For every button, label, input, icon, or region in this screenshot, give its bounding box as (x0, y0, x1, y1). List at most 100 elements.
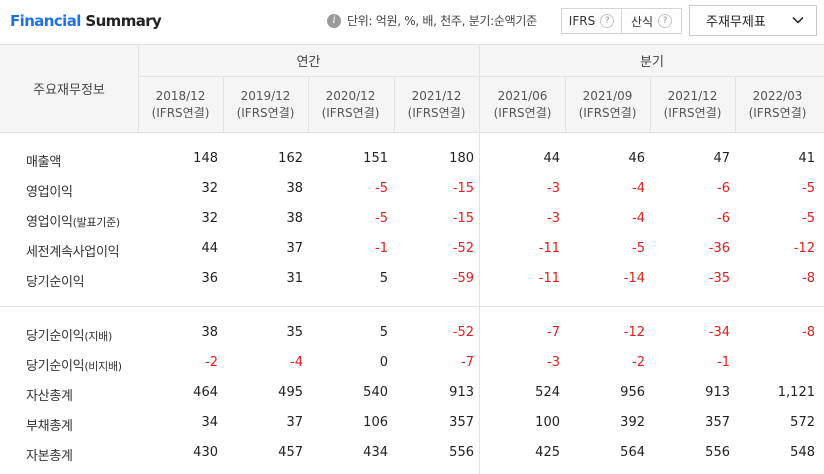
divider (138, 44, 139, 132)
table-cell: 38 (201, 325, 218, 340)
table-cell: 524 (535, 385, 560, 400)
row-label: 자본총계 (26, 445, 73, 464)
table-cell: -4 (290, 355, 303, 370)
table-cell: -7 (547, 325, 560, 340)
ifrs-toggle-button[interactable]: IFRS ? (562, 9, 621, 33)
table-cell: 430 (193, 445, 218, 460)
table-cell: 572 (790, 415, 815, 430)
formula-toggle-button[interactable]: 산식 ? (621, 9, 681, 33)
table-cell: 357 (705, 415, 730, 430)
table-cell: -6 (717, 181, 730, 196)
table-cell: 5 (379, 271, 388, 286)
table-cell: 162 (278, 151, 303, 166)
row-label: 영업이익 (26, 181, 73, 200)
table-cell: -35 (708, 271, 730, 286)
table-cell: 41 (798, 151, 815, 166)
financial-summary-table: 주요재무정보 연간 분기 2018/12 (IFRS연결) 2019/12 (IFRS… (0, 44, 824, 474)
column-period: 2020/12 (325, 89, 376, 103)
table-cell: -3 (547, 355, 560, 370)
column-header: 2022/03 (IFRS연결) (735, 76, 820, 132)
table-cell: 38 (286, 181, 303, 196)
table-cell: -5 (375, 211, 388, 226)
column-period: 2022/03 (752, 89, 803, 103)
table-cell: 31 (286, 271, 303, 286)
column-header: 2021/06 (IFRS연결) (480, 76, 565, 132)
divider (0, 44, 824, 45)
table-cell: 1,121 (777, 385, 815, 400)
table-cell: 913 (705, 385, 730, 400)
table-cell: 357 (449, 415, 474, 430)
column-period: 2021/09 (582, 89, 633, 103)
divider (0, 132, 824, 133)
row-label: 부채총계 (26, 415, 73, 434)
table-cell: 913 (449, 385, 474, 400)
table-cell: 46 (628, 151, 645, 166)
column-basis: (IFRS연결) (151, 106, 210, 120)
group-header-annual: 연간 (296, 54, 321, 70)
table-cell: 556 (705, 445, 730, 460)
row-label: 매출액 (26, 151, 61, 170)
divider (735, 76, 736, 132)
row-label-text: 당기순이익 (26, 275, 85, 290)
table-cell: -1 (717, 355, 730, 370)
table-cell: -8 (802, 271, 815, 286)
column-period: 2021/12 (667, 89, 718, 103)
column-header: 2021/12 (IFRS연결) (394, 76, 479, 132)
row-label: 자산총계 (26, 385, 73, 404)
column-period: 2018/12 (155, 89, 206, 103)
title-part1: Financial (10, 12, 81, 30)
row-label-text: 세전계속사업이익 (26, 245, 120, 260)
table-cell: 32 (201, 181, 218, 196)
divider (650, 76, 651, 132)
table-cell: -15 (452, 181, 474, 196)
row-label-text: 부채총계 (26, 419, 73, 434)
top-bar: Financial Summary i 단위: 억원, %, 배, 천주, 분기… (0, 0, 824, 44)
unit-text: 단위: 억원, %, 배, 천주, 분기:순액기준 (347, 14, 537, 28)
first-column-header: 주요재무정보 (33, 82, 105, 98)
table-cell: -3 (547, 181, 560, 196)
table-cell: -4 (632, 211, 645, 226)
column-basis: (IFRS연결) (493, 106, 552, 120)
table-cell: 106 (363, 415, 388, 430)
table-cell: -59 (452, 271, 474, 286)
column-basis: (IFRS연결) (236, 106, 295, 120)
statement-type-dropdown[interactable]: 주재무제표 (689, 5, 817, 36)
divider (138, 76, 824, 77)
formula-label: 산식 (630, 14, 654, 29)
table-cell: -52 (452, 241, 474, 256)
table-cell: -6 (717, 211, 730, 226)
column-header: 2021/12 (IFRS연결) (650, 76, 735, 132)
table-cell: 32 (201, 211, 218, 226)
table-cell: 0 (379, 355, 388, 370)
row-label: 세전계속사업이익 (26, 241, 120, 260)
table-cell: 464 (193, 385, 218, 400)
help-icon[interactable]: ? (658, 14, 673, 28)
table-cell: -2 (205, 355, 218, 370)
title-part2: Summary (85, 12, 162, 30)
table-cell: -11 (538, 271, 560, 286)
row-label: 당기순이익(비지배) (26, 355, 122, 374)
table-cell: 35 (286, 325, 303, 340)
table-cell: 556 (449, 445, 474, 460)
divider (394, 76, 395, 132)
row-label-text: 자본총계 (26, 449, 73, 464)
table-cell: -34 (708, 325, 730, 340)
help-icon[interactable]: ? (600, 14, 615, 28)
table-cell: 457 (278, 445, 303, 460)
info-icon[interactable]: i (327, 13, 341, 28)
section-title: Financial Summary (10, 12, 162, 30)
table-cell: -12 (623, 325, 645, 340)
row-label-text: 당기순이익 (26, 329, 85, 344)
row-label-suffix: (지배) (84, 330, 112, 343)
table-cell: 37 (286, 241, 303, 256)
table-cell: 548 (790, 445, 815, 460)
table-header-background (0, 44, 824, 132)
table-cell: 540 (363, 385, 388, 400)
unit-info: i 단위: 억원, %, 배, 천주, 분기:순액기준 (327, 12, 537, 29)
column-period: 2019/12 (240, 89, 291, 103)
table-cell: 38 (286, 211, 303, 226)
table-cell: -36 (708, 241, 730, 256)
table-cell: -8 (802, 325, 815, 340)
basis-toggle: IFRS ? 산식 ? (561, 8, 682, 34)
column-basis: (IFRS연결) (663, 106, 722, 120)
